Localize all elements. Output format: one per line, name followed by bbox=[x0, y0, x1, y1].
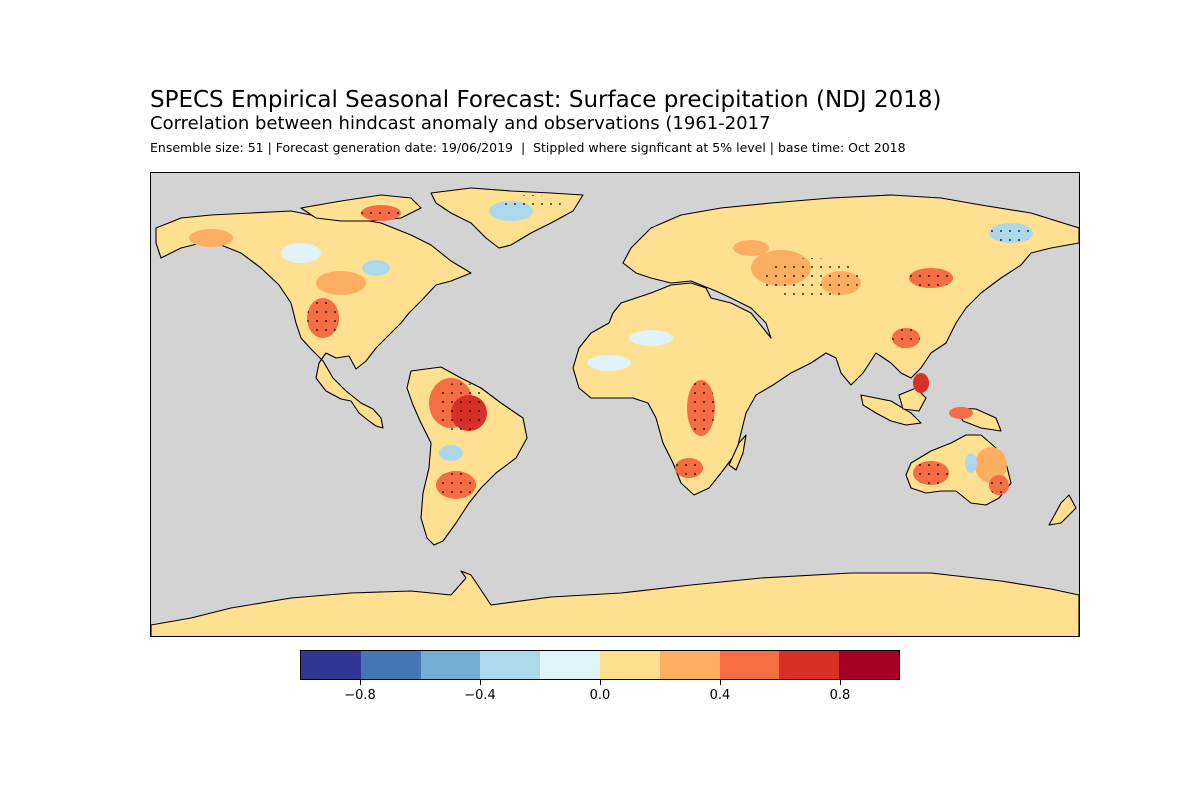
colorbar-segment bbox=[420, 651, 481, 679]
colorbar-segment bbox=[659, 651, 720, 679]
colorbar bbox=[300, 650, 900, 680]
significance-stippling bbox=[307, 195, 1033, 499]
world-map bbox=[150, 172, 1080, 637]
colorbar-tick-label: −0.4 bbox=[464, 688, 496, 703]
colorbar-tick-label: 0.4 bbox=[709, 688, 731, 703]
landmass-new-zealand bbox=[1048, 494, 1077, 526]
landmass-borneo bbox=[898, 387, 927, 412]
landmass-arctic-islands bbox=[300, 194, 422, 222]
colorbar-segment bbox=[480, 651, 541, 679]
figure-info-line: Ensemble size: 51 | Forecast generation … bbox=[150, 140, 906, 155]
figure-title: SPECS Empirical Seasonal Forecast: Surfa… bbox=[150, 87, 942, 113]
colorbar-segment bbox=[301, 651, 361, 679]
colorbar-tick bbox=[479, 680, 481, 685]
colorbar-segment bbox=[360, 651, 421, 679]
colorbar-tick-label: 0.0 bbox=[589, 688, 611, 703]
colorbar-segment bbox=[719, 651, 780, 679]
colorbar-tick bbox=[839, 680, 841, 685]
figure-subtitle: Correlation between hindcast anomaly and… bbox=[150, 113, 771, 134]
colorbar-tick bbox=[599, 680, 601, 685]
colorbar-segment bbox=[779, 651, 840, 679]
colorbar-tick-label: −0.8 bbox=[344, 688, 376, 703]
landmass-indonesia bbox=[860, 394, 922, 426]
colorbar-segment bbox=[839, 651, 899, 679]
colorbar-segment bbox=[599, 651, 660, 679]
colorbar-tick-label: 0.8 bbox=[829, 688, 851, 703]
landmass-madagascar bbox=[728, 434, 747, 471]
colorbar-tick bbox=[359, 680, 361, 685]
colorbar-segment bbox=[540, 651, 600, 679]
world-map-svg bbox=[151, 187, 1079, 636]
colorbar-tick bbox=[719, 680, 721, 685]
landmass-antarctica bbox=[151, 570, 1079, 636]
